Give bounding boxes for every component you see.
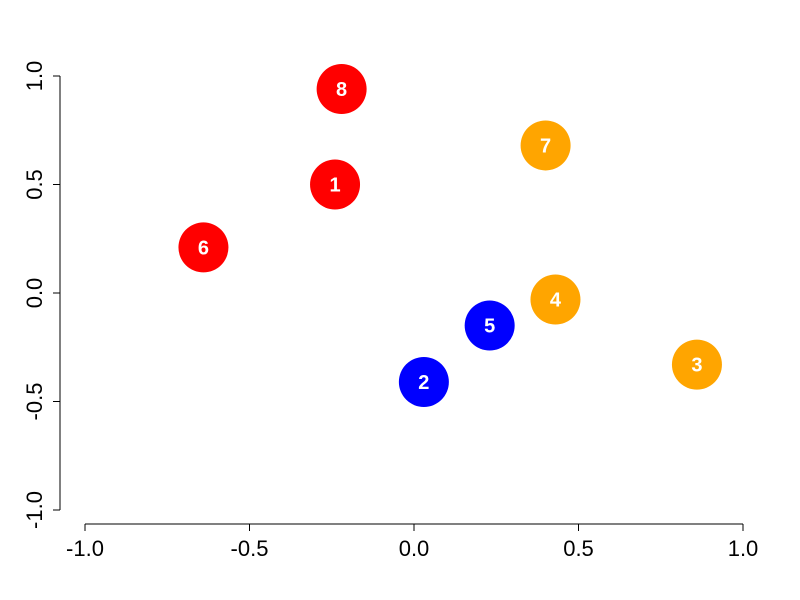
- x-tick-label: 0.5: [563, 536, 594, 561]
- y-tick-label: -1.0: [22, 491, 47, 529]
- point-marker: [671, 339, 722, 390]
- point-label: 5: [484, 316, 495, 338]
- y-tick-label: 0.5: [22, 169, 47, 200]
- point-marker: [464, 300, 515, 351]
- point-marker: [178, 222, 229, 273]
- data-point: 7: [520, 120, 571, 171]
- y-axis: -1.0 -0.5 0.0 0.5 1.0: [22, 61, 61, 529]
- y-tick-label: 1.0: [22, 61, 47, 92]
- x-tick-label: -0.5: [231, 536, 269, 561]
- y-tick-label: 0.0: [22, 278, 47, 309]
- x-tick-label: 0.0: [399, 536, 430, 561]
- point-label: 4: [550, 290, 562, 312]
- data-point: 5: [464, 300, 515, 351]
- point-marker: [316, 64, 367, 115]
- point-label: 2: [418, 372, 429, 394]
- y-tick-label: -0.5: [22, 383, 47, 421]
- data-point: 1: [310, 159, 361, 210]
- x-axis: -1.0 -0.5 0.0 0.5 1.0: [66, 523, 759, 561]
- data-point: 3: [671, 339, 722, 390]
- point-label: 8: [336, 79, 347, 101]
- point-marker: [520, 120, 571, 171]
- point-label: 7: [540, 135, 551, 157]
- data-point: 4: [530, 274, 581, 325]
- point-label: 1: [329, 175, 340, 197]
- data-points: 1 2 3 4 5 6 7 8: [178, 64, 722, 407]
- x-tick-label: -1.0: [66, 536, 104, 561]
- point-marker: [530, 274, 581, 325]
- point-label: 6: [198, 237, 209, 259]
- data-point: 8: [316, 64, 367, 115]
- x-tick-label: 1.0: [728, 536, 759, 561]
- data-point: 2: [398, 356, 449, 407]
- data-point: 6: [178, 222, 229, 273]
- point-label: 3: [691, 355, 702, 377]
- point-marker: [398, 356, 449, 407]
- point-marker: [310, 159, 361, 210]
